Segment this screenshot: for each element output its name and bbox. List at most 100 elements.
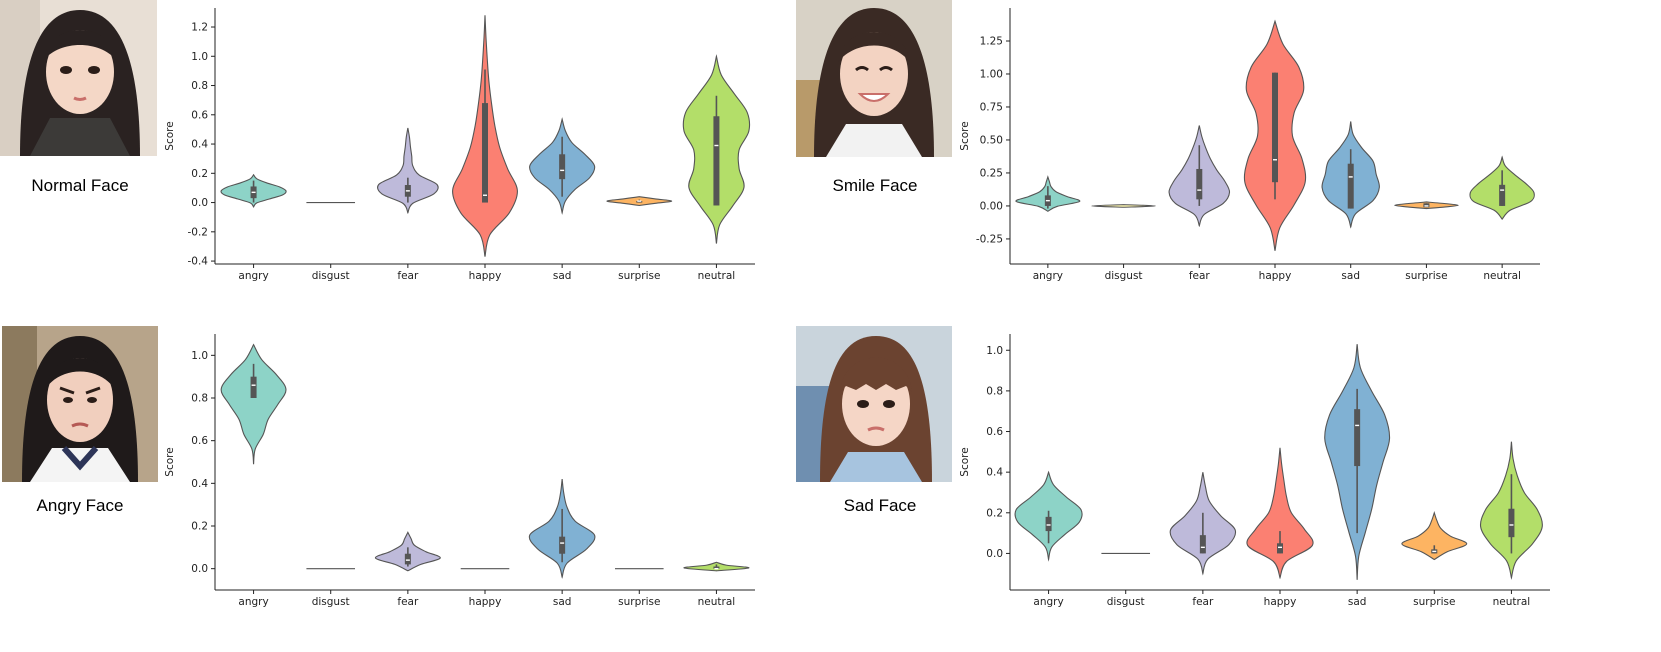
x-tick-label: angry <box>1033 596 1063 608</box>
x-tick-label: neutral <box>1483 270 1521 282</box>
violin-fear <box>377 127 439 215</box>
violin-iqr-box <box>482 103 488 203</box>
y-tick-label: 0.8 <box>191 80 208 92</box>
violin-surprise <box>606 196 673 207</box>
y-tick-label: 0.4 <box>986 467 1003 479</box>
x-tick-label: surprise <box>618 270 660 282</box>
x-tick-label: angry <box>238 596 268 608</box>
violin-sad <box>1321 121 1380 229</box>
x-tick-label: surprise <box>1413 596 1455 608</box>
x-tick-label: disgust <box>312 596 350 608</box>
violin-chart-svg: -0.25 0.00 0.25 0.50 0.75 1.00 1.25 Score angry d… <box>959 8 1540 282</box>
violin-neutral <box>683 561 750 572</box>
x-tick-label: sad <box>553 596 572 608</box>
violin-iqr-box <box>1196 168 1203 200</box>
violin-iqr-box <box>1499 184 1506 206</box>
x-tick-label: fear <box>1189 270 1211 282</box>
y-tick-label: 0.2 <box>191 521 208 533</box>
violin-iqr-box <box>713 566 720 569</box>
y-tick-label: 0.6 <box>986 426 1003 438</box>
y-tick-label: 0.0 <box>986 548 1003 560</box>
y-axis-title: Score <box>164 121 176 150</box>
y-tick-label: -0.4 <box>188 256 209 268</box>
violin-iqr-box <box>1508 508 1515 538</box>
y-axis-title: Score <box>959 447 971 476</box>
smile-face-photo <box>796 0 952 157</box>
x-tick-label: disgust <box>1107 596 1145 608</box>
x-tick-label: fear <box>397 596 419 608</box>
x-tick-label: angry <box>1033 270 1063 282</box>
y-tick-label: 1.2 <box>191 22 208 34</box>
x-tick-label: sad <box>1348 596 1367 608</box>
angry-face-photo <box>2 326 158 482</box>
x-tick-label: surprise <box>1405 270 1447 282</box>
x-tick-label: fear <box>397 270 419 282</box>
violin-neutral <box>1479 441 1543 580</box>
y-tick-label: 0.75 <box>980 101 1003 113</box>
violin-angry <box>1014 470 1083 562</box>
violin-iqr-box <box>1347 163 1354 209</box>
violin-chart-normal: -0.4 -0.2 0.0 0.2 0.4 0.6 0.8 1.0 1.2 Score angry d… <box>160 0 770 290</box>
y-tick-label: 1.00 <box>980 68 1003 80</box>
normal-face-photo <box>0 0 157 156</box>
violin-chart-angry: 0.0 0.2 0.4 0.6 0.8 1.0 Score angry disgust fear h… <box>160 328 770 618</box>
violin-fear <box>374 531 441 572</box>
x-tick-label: sad <box>553 270 572 282</box>
panel-caption: Normal Face <box>31 176 129 195</box>
violin-iqr-box <box>1199 535 1206 554</box>
y-tick-label: 0.0 <box>191 563 208 575</box>
violin-neutral <box>682 54 751 244</box>
violin-sad <box>528 479 596 579</box>
sad-face-photo <box>796 326 952 482</box>
y-tick-label: 0.25 <box>980 167 1003 179</box>
panel-caption: Sad Face <box>843 496 917 515</box>
y-tick-label: 1.25 <box>980 35 1003 47</box>
violin-iqr-box <box>559 536 566 554</box>
violin-iqr-box <box>1045 516 1052 532</box>
violin-body <box>377 127 439 215</box>
violin-body <box>1401 511 1468 561</box>
x-tick-label: angry <box>238 270 268 282</box>
violin-iqr-box <box>713 116 720 206</box>
y-tick-label: 0.4 <box>191 478 208 490</box>
x-tick-label: disgust <box>312 270 350 282</box>
y-tick-label: 0.0 <box>191 197 208 209</box>
y-axis-title: Score <box>959 121 971 150</box>
violin-iqr-box <box>1354 409 1361 467</box>
violin-body <box>220 343 287 465</box>
x-tick-label: fear <box>1192 596 1214 608</box>
y-tick-label: 0.6 <box>191 435 208 447</box>
violin-happy <box>1243 19 1307 251</box>
y-tick-label: 0.8 <box>986 385 1003 397</box>
y-tick-label: 1.0 <box>986 345 1003 357</box>
y-tick-label: 0.50 <box>980 134 1003 146</box>
x-tick-label: neutral <box>1493 596 1531 608</box>
violin-surprise <box>1401 511 1468 561</box>
violin-iqr-box <box>1277 543 1283 554</box>
violin-fear <box>1169 472 1237 576</box>
violin-angry <box>1015 175 1081 212</box>
violin-iqr-box <box>636 201 643 203</box>
violin-chart-svg: -0.4 -0.2 0.0 0.2 0.4 0.6 0.8 1.0 1.2 Score angry d… <box>164 8 755 282</box>
panel-caption: Angry Face <box>36 496 124 515</box>
violin-chart-sad: 0.0 0.2 0.4 0.6 0.8 1.0 Score angry disgust fear h… <box>950 328 1560 618</box>
y-axis-title: Score <box>164 447 176 476</box>
violin-iqr-box <box>404 553 411 565</box>
x-tick-label: happy <box>469 596 502 608</box>
violin-chart-smile: -0.25 0.00 0.25 0.50 0.75 1.00 1.25 Score angry d… <box>950 0 1550 290</box>
violin-body <box>1246 447 1314 580</box>
panel-caption: Smile Face <box>832 176 918 195</box>
violin-surprise <box>1394 201 1459 210</box>
violin-chart-svg: 0.0 0.2 0.4 0.6 0.8 1.0 Score angry disgust fear h… <box>959 334 1550 608</box>
violin-iqr-box <box>1272 72 1278 183</box>
y-tick-label: -0.2 <box>188 226 209 238</box>
violin-disgust <box>1091 204 1156 208</box>
x-tick-label: neutral <box>698 596 736 608</box>
y-tick-label: -0.25 <box>976 233 1003 245</box>
violin-neutral <box>1469 155 1535 220</box>
violin-happy <box>1246 447 1314 580</box>
y-tick-label: 0.2 <box>986 507 1003 519</box>
y-tick-label: 1.0 <box>191 51 208 63</box>
y-tick-label: 0.2 <box>191 168 208 180</box>
violin-happy <box>452 15 518 257</box>
